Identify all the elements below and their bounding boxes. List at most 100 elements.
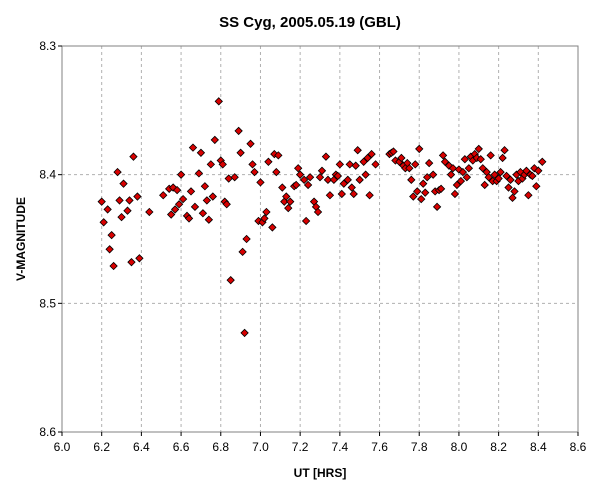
data-point [323, 175, 333, 184]
data-point [313, 207, 323, 217]
data-point [345, 160, 354, 169]
data-point [484, 173, 493, 182]
data-point [294, 164, 303, 173]
data-point [246, 139, 255, 148]
data-point [299, 175, 309, 184]
data-point [446, 170, 456, 179]
data-point [230, 173, 239, 182]
data-point [278, 183, 287, 192]
x-tick-label: 6.4 [133, 440, 150, 454]
data-point [329, 175, 339, 184]
x-tick-label: 6.6 [173, 440, 190, 454]
data-point [409, 192, 418, 201]
data-point [411, 160, 420, 169]
data-point [524, 191, 533, 200]
y-tick-label: 8.4 [39, 168, 56, 182]
data-point [339, 179, 348, 188]
data-point [462, 173, 472, 182]
data-point [238, 247, 247, 257]
data-point [528, 171, 537, 181]
data-point [178, 194, 188, 204]
x-tick-label: 7.0 [252, 440, 269, 454]
data-point [284, 203, 293, 213]
data-point [460, 155, 470, 164]
data-point [415, 144, 424, 154]
data-point [264, 157, 273, 166]
data-point [115, 196, 124, 205]
data-point [129, 152, 138, 161]
data-point [486, 151, 495, 160]
data-point [208, 192, 217, 201]
data-point [508, 193, 517, 202]
data-point [371, 160, 380, 169]
x-tick-label: 6.0 [54, 440, 71, 454]
y-tick-label: 8.3 [39, 39, 56, 53]
data-point [200, 182, 210, 191]
data-point [417, 194, 426, 204]
y-tick-label: 8.5 [39, 296, 56, 310]
data-point [480, 180, 489, 190]
x-tick-label: 8.2 [490, 440, 507, 454]
data-point [204, 215, 214, 224]
data-point [530, 164, 539, 173]
data-point [256, 178, 265, 187]
data-point [109, 261, 118, 271]
data-point [236, 148, 245, 157]
data-point [464, 164, 474, 173]
data-point [343, 175, 352, 184]
data-point [432, 202, 442, 211]
data-point [389, 147, 398, 156]
data-point [186, 187, 196, 196]
plot-area [61, 45, 579, 433]
data-point [438, 151, 448, 160]
data-point [534, 166, 543, 175]
data-point [419, 179, 428, 188]
data-point [226, 276, 235, 285]
data-point [274, 151, 283, 160]
data-point [119, 179, 128, 188]
data-point [436, 184, 446, 193]
data-point [510, 187, 519, 196]
data-point [522, 166, 531, 175]
data-point [127, 257, 136, 267]
data-point [500, 146, 509, 155]
data-point [240, 328, 249, 338]
data-point [359, 157, 368, 166]
data-point [361, 170, 370, 179]
x-tick-label: 7.6 [371, 440, 388, 454]
data-point [456, 176, 466, 186]
data-point [476, 155, 485, 164]
data-point [190, 202, 200, 211]
data-point [268, 223, 277, 232]
data-point [502, 171, 511, 181]
x-tick-label: 8.4 [530, 440, 547, 454]
data-point [170, 205, 180, 214]
data-point [532, 182, 541, 191]
x-tick-label: 6.2 [93, 440, 110, 454]
data-point [365, 191, 374, 200]
data-point [123, 206, 132, 215]
data-point [99, 218, 108, 227]
data-point [474, 144, 483, 154]
data-point [176, 170, 186, 179]
data-point [303, 180, 313, 190]
data-point [196, 148, 206, 157]
x-tick-label: 8.0 [451, 440, 468, 454]
data-point [133, 192, 142, 201]
data-point [218, 160, 227, 169]
data-point [250, 167, 259, 177]
data-point [421, 188, 430, 197]
data-point [272, 167, 281, 177]
x-tick-label: 7.4 [332, 440, 349, 454]
data-point [506, 175, 515, 184]
data-point [214, 97, 223, 106]
data-point [317, 166, 327, 175]
data-point [397, 153, 406, 163]
data-point [448, 164, 458, 173]
data-point [194, 169, 204, 178]
data-point [145, 207, 154, 217]
data-point [428, 170, 438, 179]
data-point [260, 214, 269, 223]
data-point [234, 126, 243, 136]
